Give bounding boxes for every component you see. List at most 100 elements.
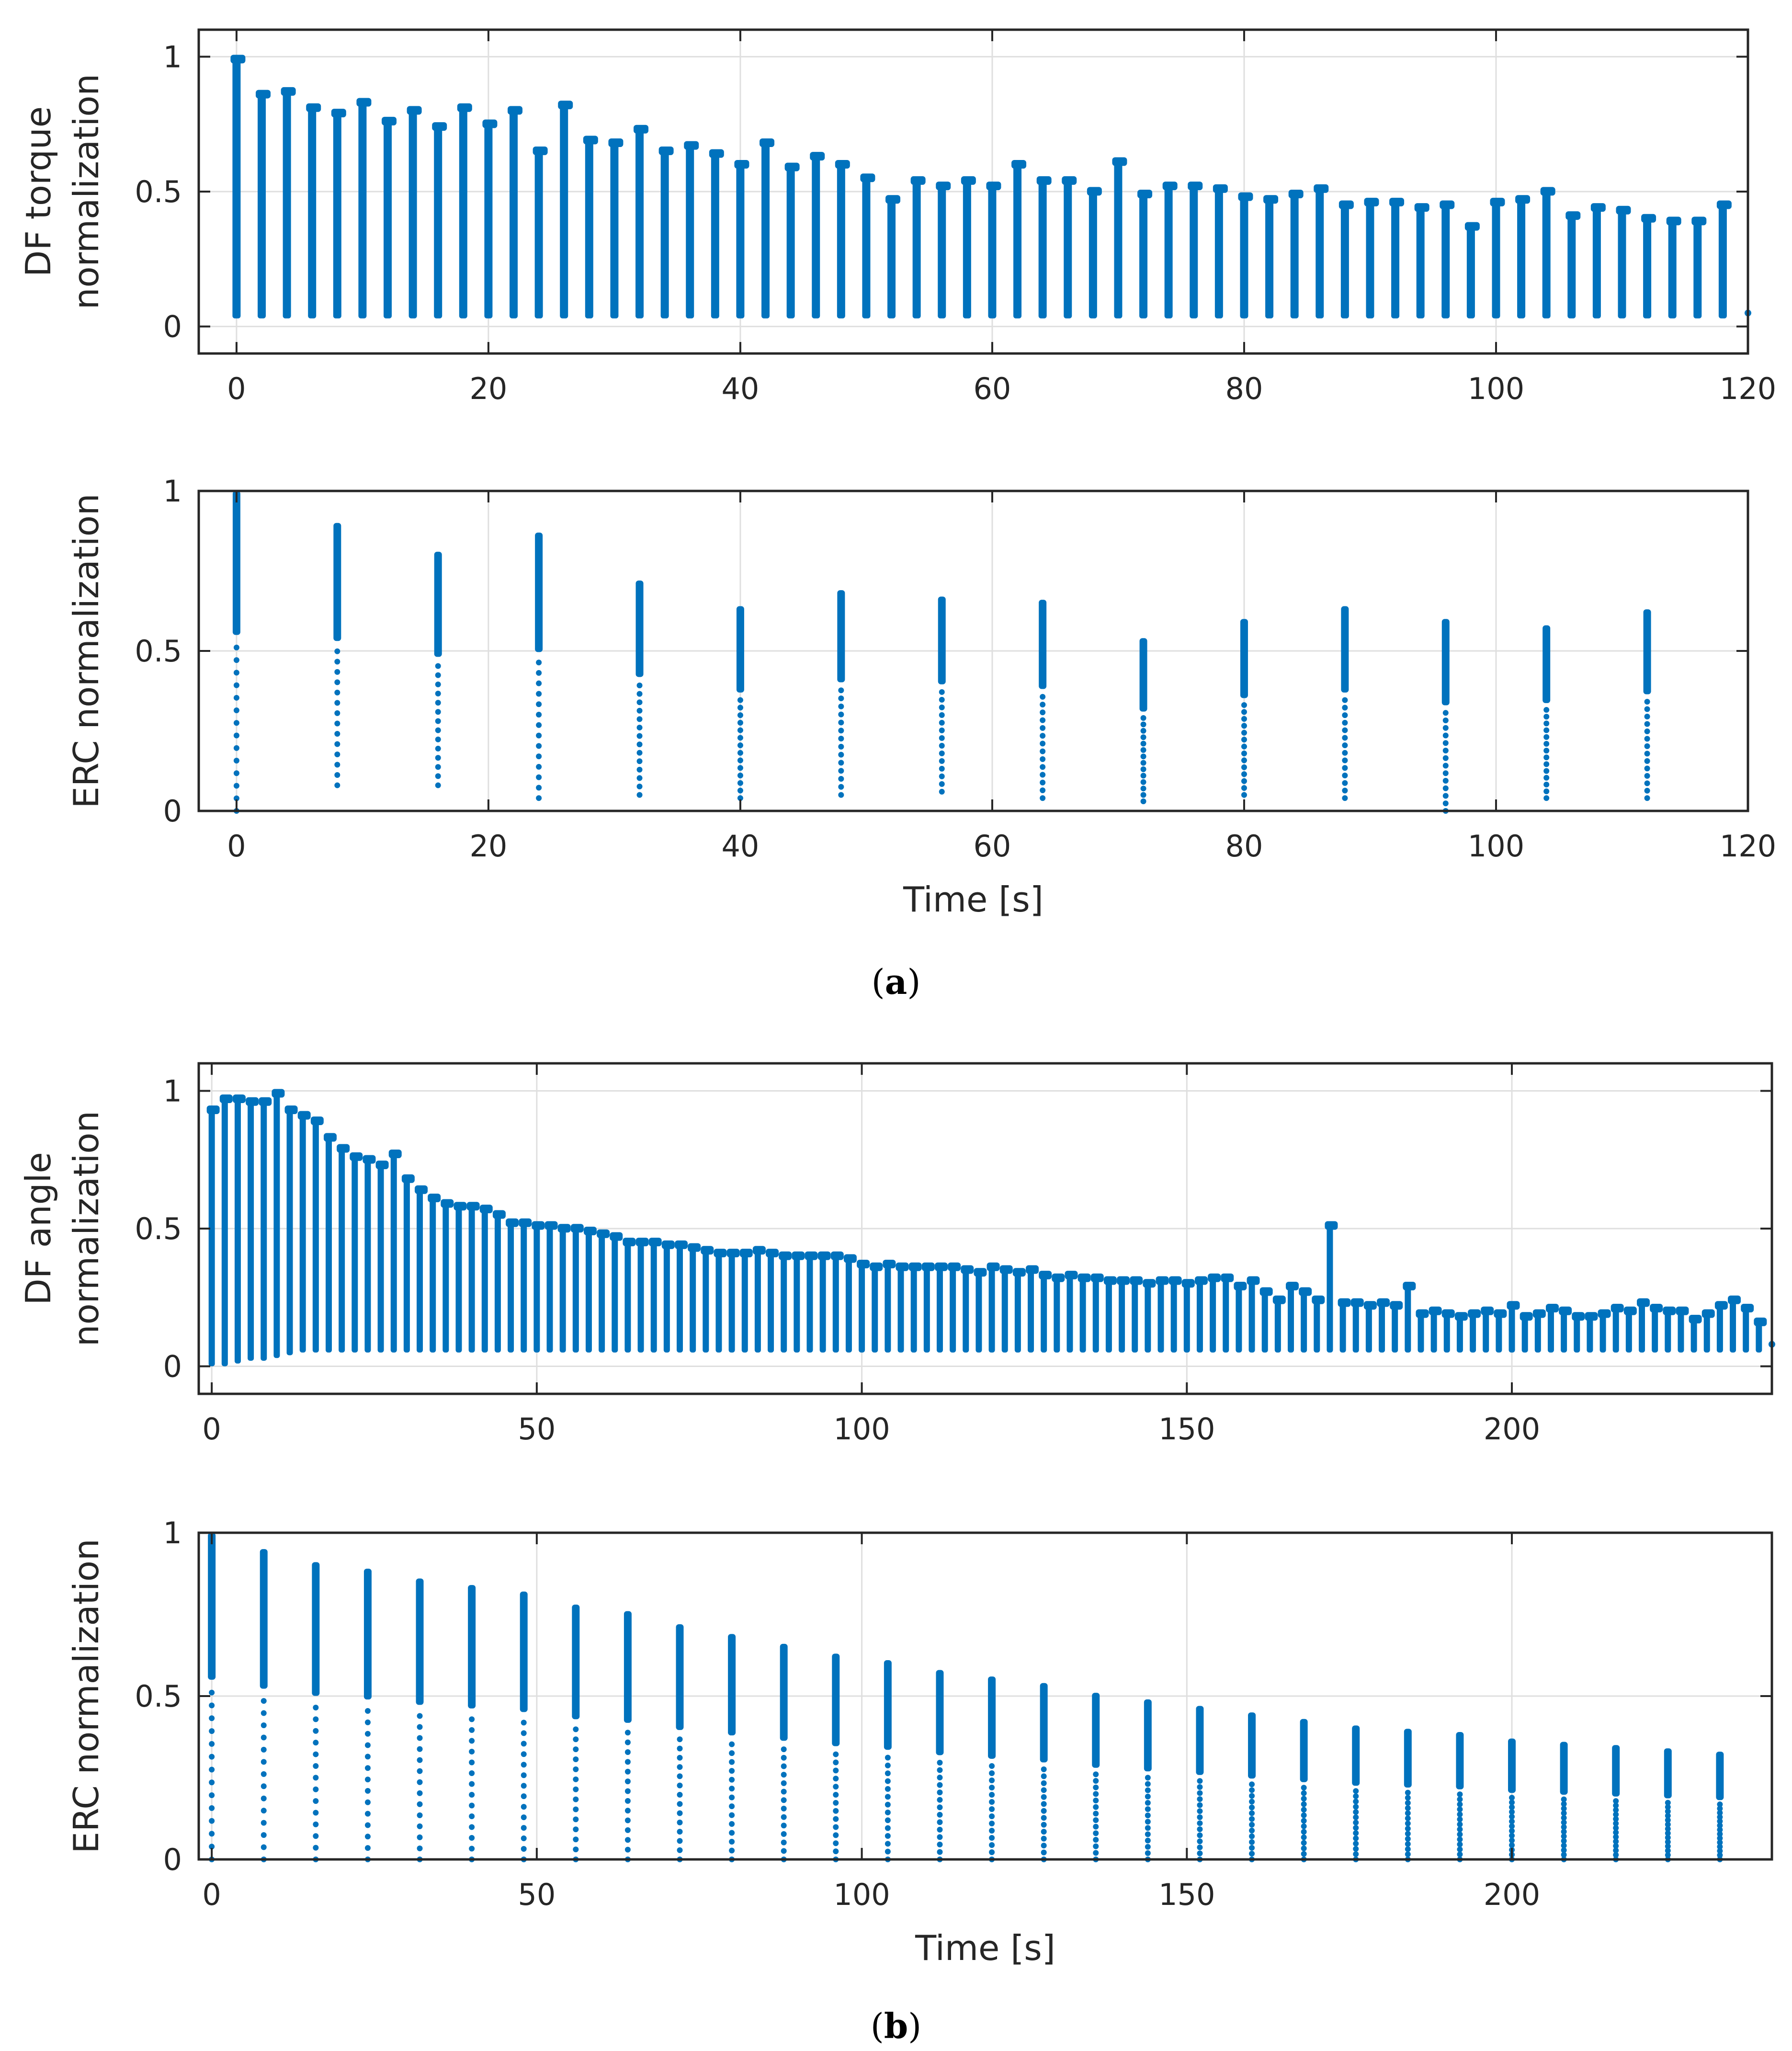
y-tick-label: 0.5 (135, 1211, 182, 1246)
erc-sample-point (937, 1789, 943, 1796)
cycle-pulse (1693, 218, 1702, 319)
erc-sample-point (1442, 725, 1449, 731)
erc-sample-point (885, 1786, 891, 1792)
erc-sample-point (435, 764, 441, 770)
erc-sample-point (209, 1754, 215, 1760)
erc-sample-point (1241, 716, 1247, 722)
cycle-peak (1103, 1276, 1117, 1285)
cycle-peak (557, 1224, 571, 1233)
cycle-peak (415, 1185, 428, 1194)
erc-sample-point (1665, 1843, 1671, 1849)
cycle-peak (896, 1262, 909, 1271)
cycle-peak (1540, 187, 1555, 196)
erc-sample-point (838, 752, 844, 758)
erc-sample-point (1717, 1844, 1723, 1850)
erc-sample-point (1093, 1804, 1099, 1810)
erc-sample-point (1145, 1781, 1151, 1787)
erc-sample-point (1040, 787, 1046, 794)
erc-sample-point (1405, 1836, 1411, 1842)
cycle-peak (608, 138, 624, 147)
cycle-peak (519, 1218, 532, 1227)
erc-sample-point (1145, 1775, 1151, 1781)
cycle-pulse (1665, 1308, 1671, 1353)
cycle-pulse (283, 89, 291, 319)
cycle-pulse (1379, 1300, 1385, 1353)
erc-sample-point (1613, 1843, 1619, 1849)
erc-sample-point (1665, 1835, 1671, 1841)
erc-sample-point (417, 1834, 423, 1840)
erc-sample-point (989, 1784, 995, 1790)
erc-sample-point (1041, 1815, 1047, 1821)
erc-sample-point (1717, 1831, 1723, 1837)
cycle-peak (936, 182, 951, 191)
erc-sample-point (1140, 721, 1146, 728)
erc-pulse (1040, 1683, 1048, 1763)
x-tick-label: 40 (721, 371, 759, 406)
cycle-peak (1077, 1273, 1091, 1282)
cycle-pulse (546, 1223, 553, 1353)
cycle-pulse (358, 100, 367, 319)
erc-sample-point (937, 1759, 943, 1766)
erc-sample-point (209, 1766, 215, 1773)
cycle-peak (688, 1243, 701, 1252)
erc-sample-point (1613, 1802, 1619, 1809)
erc-sample-point (209, 1792, 215, 1799)
erc-sample-point (233, 670, 239, 676)
erc-sample-point (1041, 1808, 1047, 1814)
erc-sample-point (1644, 758, 1650, 764)
cycle-pulse (1265, 197, 1274, 319)
cycle-peak (219, 1094, 233, 1103)
erc-sample-point (233, 732, 239, 739)
erc-sample-point (1249, 1787, 1255, 1793)
cycle-pulse (559, 1226, 566, 1353)
cycle-peak (1494, 1309, 1507, 1318)
cycle-pulse (1443, 1311, 1450, 1353)
cycle-peak (323, 1133, 337, 1142)
erc-sample-point (1241, 778, 1247, 784)
x-tick-label: 200 (1484, 1412, 1540, 1447)
erc-sample-point (261, 1795, 267, 1801)
erc-sample-point (1301, 1812, 1307, 1818)
cycle-pulse (1690, 1317, 1697, 1353)
cycle-pulse (963, 1267, 969, 1353)
erc-sample-point (1405, 1820, 1411, 1826)
cycle-pulse (819, 1253, 826, 1353)
cycle-pulse (468, 1204, 475, 1353)
erc-sample-point (1353, 1799, 1359, 1805)
erc-sample-point (313, 1821, 319, 1827)
erc-pulse (1196, 1706, 1204, 1775)
erc-sample-point (521, 1814, 527, 1821)
cycle-pulse (1618, 207, 1626, 319)
cycle-pulse (1756, 1319, 1762, 1353)
erc-sample-point (1543, 734, 1550, 740)
erc-sample-point (1405, 1789, 1411, 1796)
cycle-pulse (624, 1240, 631, 1353)
cycle-peak (661, 1240, 675, 1249)
cycle-peak (1188, 182, 1203, 191)
cycle-peak (337, 1144, 350, 1153)
erc-sample-point (573, 1766, 579, 1772)
cycle-pulse (1718, 202, 1727, 319)
erc-sample-point (233, 745, 239, 751)
x-tick-label: 0 (202, 1412, 221, 1447)
y-axis-label: normalization (66, 74, 106, 309)
x-axis-label: Time [s] (903, 879, 1043, 920)
cycle-peak (407, 106, 422, 115)
cycle-pulse (988, 1264, 995, 1353)
cycle-pulse (812, 154, 820, 319)
erc-sample-point (937, 1775, 943, 1781)
cycle-peak (1087, 187, 1102, 196)
cycle-peak (297, 1111, 311, 1120)
erc-sample-point (838, 760, 844, 766)
data-series (206, 1089, 1775, 1367)
erc-pulse (1144, 1699, 1152, 1772)
cycle-peak (363, 1155, 376, 1164)
erc-sample-point (1353, 1814, 1359, 1821)
cycle-pulse (1534, 1311, 1541, 1353)
erc-sample-point (417, 1746, 423, 1752)
cycle-peak (1238, 192, 1253, 201)
erc-sample-point (1717, 1823, 1723, 1829)
erc-sample-point (885, 1833, 891, 1839)
erc-pulse (1092, 1693, 1100, 1768)
cycle-pulse (663, 1242, 670, 1353)
